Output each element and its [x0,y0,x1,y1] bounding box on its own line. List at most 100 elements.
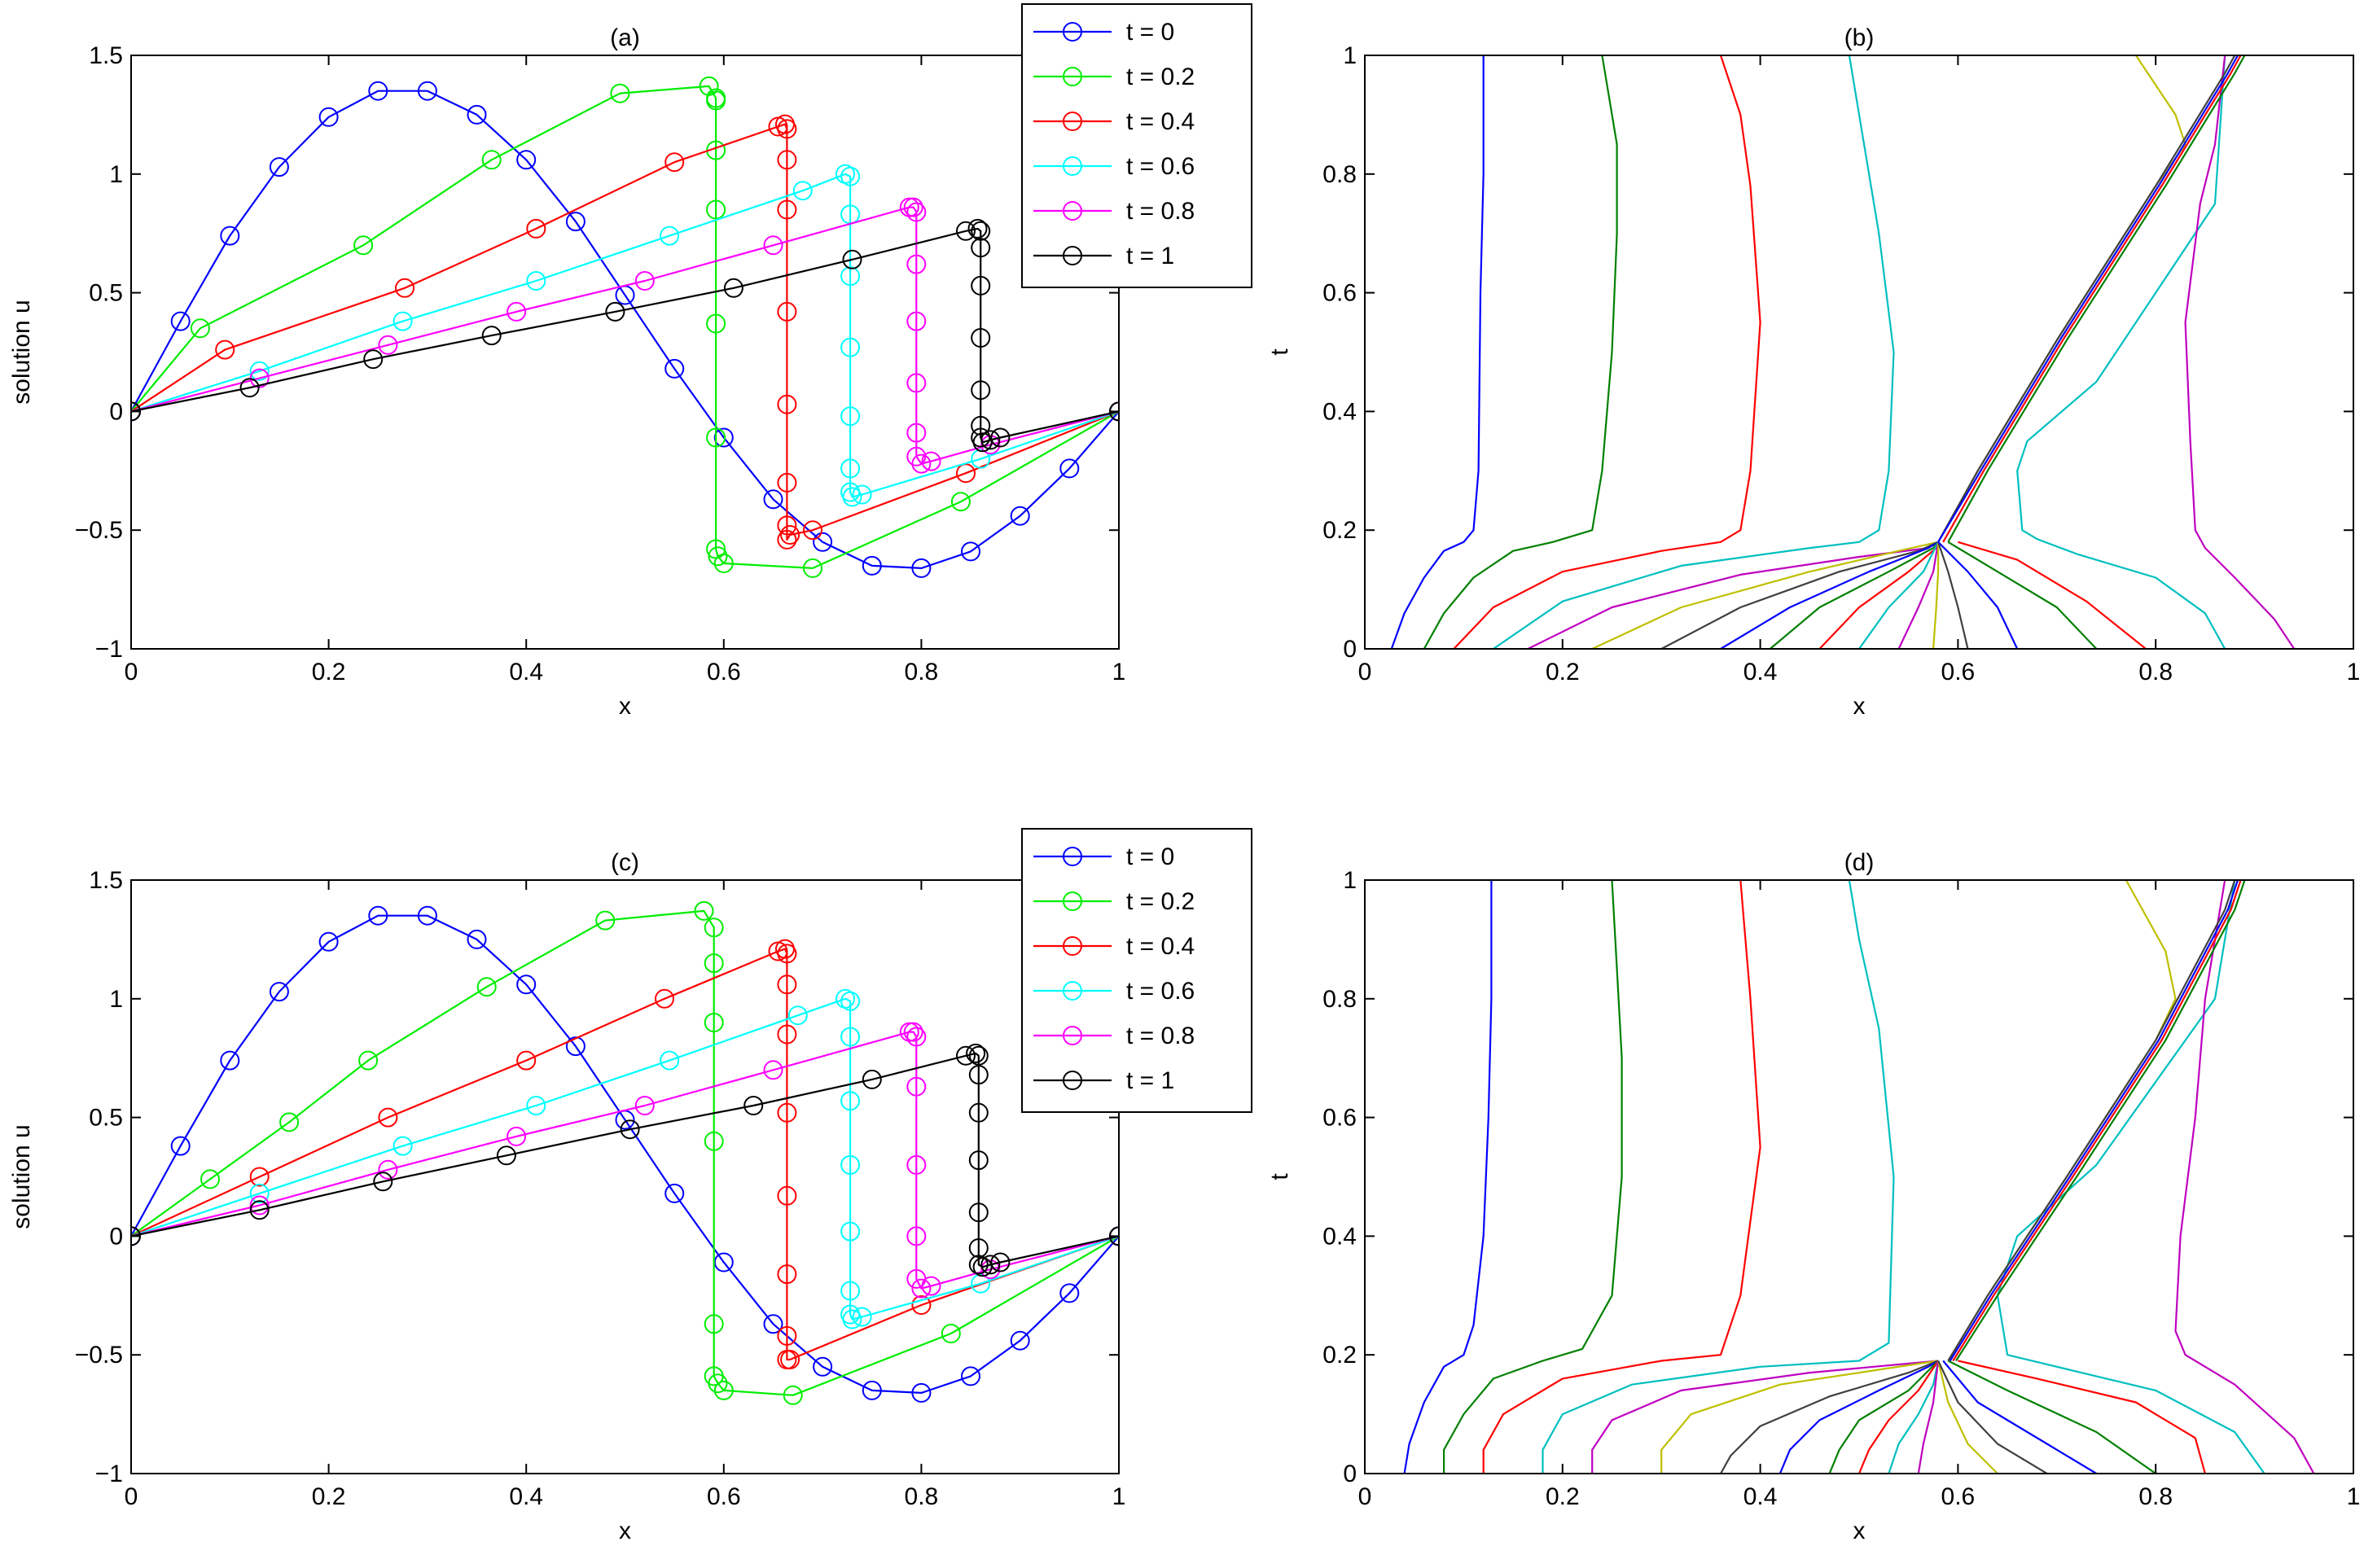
data-point [980,1255,1001,1275]
data-point [911,558,932,578]
data-point [966,1043,986,1063]
data-point [706,90,726,111]
series-line-22 [1942,55,2242,543]
data-point [249,361,270,381]
series-line-20 [1937,55,2236,543]
data-point [968,1255,989,1275]
data-point [968,1102,989,1123]
legend-label: t = 1 [1126,1067,1174,1094]
data-point [777,1264,797,1285]
x-axis-label: x [1853,693,1866,720]
data-point [840,991,861,1011]
series-line-11 [1897,541,1940,649]
y-axis-label: t [1266,1173,1293,1180]
legend-marker [1063,1071,1082,1090]
data-point [840,1154,861,1175]
series-line-3 [1542,880,1895,1474]
data-point [777,975,797,995]
series-line-t-0 [131,90,1119,570]
data-point [743,1096,764,1115]
data-point [906,311,927,331]
data-point [269,157,289,177]
series-line-6 [1660,541,1939,649]
series-line-14 [1942,1360,2097,1474]
data-point [664,1183,685,1203]
series-line-21 [1937,55,2239,543]
legend-label: t = 0.2 [1126,888,1195,915]
data-point [664,152,685,173]
legend-box [1021,3,1252,288]
x-tick-label: 0.4 [509,1483,543,1510]
data-point [467,104,487,125]
series-line-16 [1958,1360,2206,1474]
series-line-9 [1857,1360,1940,1474]
series-line-10 [1858,541,1940,649]
axes-frame [1364,55,2354,650]
y-tick-label: 1 [109,986,123,1013]
data-point [190,318,210,339]
x-axis-label: x [619,693,631,720]
data-point [393,1136,413,1156]
data-point [777,1185,797,1206]
data-point [990,1252,1011,1272]
series-line-0 [1390,55,1485,649]
plot-area [131,55,1119,649]
series-line-16 [1958,541,2147,649]
x-tick-label: 0.4 [1743,1483,1778,1510]
data-point [972,1257,993,1277]
panel-title: (d) [1844,849,1875,876]
data-point [1010,506,1030,526]
data-point [911,1382,932,1403]
plot-area [1365,880,2353,1474]
data-point [220,1050,240,1071]
y-tick-label: −1 [95,1461,123,1487]
data-point [763,489,783,510]
data-point [961,541,980,562]
data-point [565,1036,586,1057]
data-point [378,1107,398,1128]
data-point [634,1096,655,1115]
x-tick-label: 0.6 [707,659,741,685]
data-point [777,1102,797,1123]
series-line-2 [1482,880,1761,1474]
data-point [980,430,1001,450]
data-point [968,1202,989,1223]
series-line-8 [1828,1360,1939,1474]
data-point [971,275,991,296]
legend-marker [1063,847,1082,866]
data-point [704,918,724,938]
data-point [777,301,797,322]
series-line-17 [1996,880,2265,1474]
legend-marker [1063,67,1082,86]
data-point [363,349,384,370]
data-point [777,944,797,964]
series-line-t-0 [131,914,1119,1395]
x-tick-label: 0.6 [707,1483,741,1510]
data-point [373,1172,393,1192]
x-tick-label: 1 [1112,1483,1126,1510]
series-line-t-0.4 [131,948,1119,1361]
x-tick-label: 0.6 [1941,659,1976,685]
data-point [704,953,724,974]
plot-area [131,880,1119,1474]
series-line-23 [1947,55,2246,543]
y-tick-label: −1 [95,636,123,663]
data-point [1059,458,1080,479]
data-point [708,546,728,567]
series-line-11 [1917,1360,1940,1474]
data-point [704,1013,724,1032]
legend: t = 0 t = 0.2 t = 0.4 t = 0.6 t = 0.8 t = 1 [1021,3,1252,288]
y-tick-label: 0 [1343,1461,1357,1487]
data-point [840,458,861,479]
data-point [842,249,862,269]
series-line-7 [1720,541,1939,649]
x-axis-label: x [619,1518,631,1544]
data-point [968,1045,989,1066]
data-point [906,373,927,393]
series-line-2 [1453,55,1761,649]
x-tick-label: 0.8 [2138,659,2173,685]
data-point [777,515,797,536]
data-point [476,977,497,997]
data-point [968,1150,989,1171]
data-point [516,975,537,995]
